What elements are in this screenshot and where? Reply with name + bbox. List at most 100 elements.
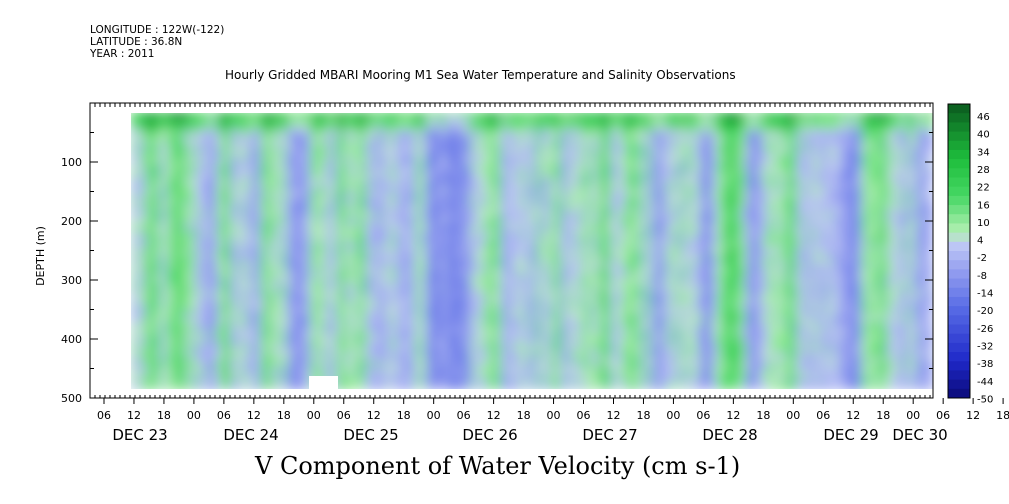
colorbar-swatch xyxy=(948,333,970,344)
colorbar-swatch xyxy=(948,149,970,160)
colorbar-swatch xyxy=(948,113,970,123)
colorbar-swatch xyxy=(948,205,970,215)
x-hour-tick-label: 00 xyxy=(547,409,561,422)
colorbar-swatch xyxy=(948,131,970,142)
missing-data-gap xyxy=(309,376,338,389)
date-label: DEC 23 xyxy=(112,426,167,444)
longitude-label: LONGITUDE : 122W(-122) xyxy=(90,24,225,36)
x-hour-tick-label: 06 xyxy=(577,409,591,422)
y-axis-label: DEPTH (m) xyxy=(34,226,47,286)
colorbar-swatch xyxy=(948,287,970,298)
colorbar-label: -38 xyxy=(977,359,993,370)
y-tick-label: 400 xyxy=(61,333,82,346)
colorbar-swatch xyxy=(948,186,970,197)
date-label: DEC 26 xyxy=(462,426,517,444)
colorbar-swatch xyxy=(948,177,970,188)
y-tick-label: 500 xyxy=(61,392,82,405)
x-hour-tick-label: 18 xyxy=(277,409,291,422)
x-hour-tick-label: 12 xyxy=(127,409,141,422)
x-hour-tick-label: 12 xyxy=(966,409,980,422)
x-hour-tick-label: 06 xyxy=(97,409,111,422)
x-hour-tick-label: 06 xyxy=(337,409,351,422)
y-tick-label: 300 xyxy=(61,274,82,287)
x-hour-tick-label: 06 xyxy=(217,409,231,422)
x-hour-tick-label: 18 xyxy=(876,409,890,422)
x-hour-tick-label: 00 xyxy=(427,409,441,422)
date-label: DEC 28 xyxy=(702,426,757,444)
x-hour-tick-label: 06 xyxy=(816,409,830,422)
year-label: YEAR : 2011 xyxy=(90,48,155,60)
axes: 06 12 18 00 06 12 18 00 06 12 18 00 06 12 18 00 06 12 18 00… xyxy=(61,102,1009,444)
colorbar-swatch xyxy=(948,342,970,353)
x-hour-tick-label: 18 xyxy=(636,409,650,422)
colorbar-label: -8 xyxy=(977,271,987,282)
colorbar-swatch xyxy=(948,214,970,224)
colorbar-label: 16 xyxy=(977,200,990,211)
colorbar-swatch xyxy=(948,223,970,234)
date-label: DEC 25 xyxy=(343,426,398,444)
x-hour-tick-label: 12 xyxy=(726,409,740,422)
x-hour-tick-label: 00 xyxy=(786,409,800,422)
x-hour-tick-label: 18 xyxy=(996,409,1009,422)
x-hour-tick-label: 12 xyxy=(247,409,261,422)
colorbar-label: -2 xyxy=(977,253,987,264)
colorbar-swatch xyxy=(948,195,970,206)
colorbar-swatch xyxy=(948,168,970,178)
x-hour-tick-label: 18 xyxy=(756,409,770,422)
x-hour-tick-label: 12 xyxy=(606,409,620,422)
x-hour-tick-label: 12 xyxy=(487,409,501,422)
colorbar-swatch xyxy=(948,379,970,390)
colorbar-swatch xyxy=(948,361,970,371)
y-tick-label: 200 xyxy=(61,215,82,228)
heatmap-field xyxy=(131,113,933,389)
colorbar-label: -32 xyxy=(977,341,993,352)
colorbar-label: 28 xyxy=(977,165,990,176)
y-tick-label: 100 xyxy=(61,156,82,169)
x-hour-tick-label: 06 xyxy=(936,409,950,422)
colorbar-label: 46 xyxy=(977,112,990,123)
x-hour-tick-label: 00 xyxy=(906,409,920,422)
x-hour-tick-label: 06 xyxy=(696,409,710,422)
x-hour-tick-label: 06 xyxy=(457,409,471,422)
x-hour-tick-label: 18 xyxy=(397,409,411,422)
colorbar-swatch xyxy=(948,296,970,307)
colorbar-label: 22 xyxy=(977,183,990,194)
colorbar-label: 34 xyxy=(977,147,990,158)
colorbar-label: 4 xyxy=(977,236,983,247)
colorbar-swatch xyxy=(948,251,970,261)
date-label: DEC 29 xyxy=(823,426,878,444)
date-label: DEC 30 xyxy=(892,426,947,444)
x-hour-tick-label: 00 xyxy=(666,409,680,422)
colorbar-swatch xyxy=(948,140,970,151)
x-hour-tick-label: 00 xyxy=(307,409,321,422)
x-hour-tick-label: 00 xyxy=(187,409,201,422)
x-axis-title: V Component of Water Velocity (cm s-1) xyxy=(255,452,741,480)
colorbar-swatch xyxy=(948,260,970,270)
x-hour-tick-label: 18 xyxy=(517,409,531,422)
colorbar-swatch xyxy=(948,269,970,280)
colorbar-label: 40 xyxy=(977,130,990,141)
colorbar-swatch xyxy=(948,159,970,169)
chart-title: Hourly Gridded MBARI Mooring M1 Sea Wate… xyxy=(225,68,736,82)
colorbar-swatch xyxy=(948,388,970,399)
colorbar-swatch xyxy=(948,232,970,243)
colorbar-swatch xyxy=(948,370,970,381)
colorbar-swatch xyxy=(948,324,970,335)
colorbar-label: -14 xyxy=(977,289,993,300)
metadata-block: LONGITUDE : 122W(-122) LATITUDE : 36.8N … xyxy=(90,24,224,60)
colorbar-swatch xyxy=(948,241,970,252)
x-hour-tick-label: 18 xyxy=(157,409,171,422)
colorbar-swatch xyxy=(948,315,970,325)
x-hour-tick-label: 12 xyxy=(846,409,860,422)
colorbar-swatch xyxy=(948,122,970,133)
latitude-label: LATITUDE : 36.8N xyxy=(90,36,183,48)
x-hour-tick-label: 12 xyxy=(367,409,381,422)
colorbar-label: -26 xyxy=(977,324,993,335)
colorbar-swatch xyxy=(948,104,970,114)
colorbar-label: 10 xyxy=(977,218,990,229)
date-label: DEC 24 xyxy=(223,426,278,444)
colorbar-label: -50 xyxy=(977,394,993,405)
colorbar-label: -20 xyxy=(977,306,993,317)
colorbar-swatch xyxy=(948,306,970,316)
